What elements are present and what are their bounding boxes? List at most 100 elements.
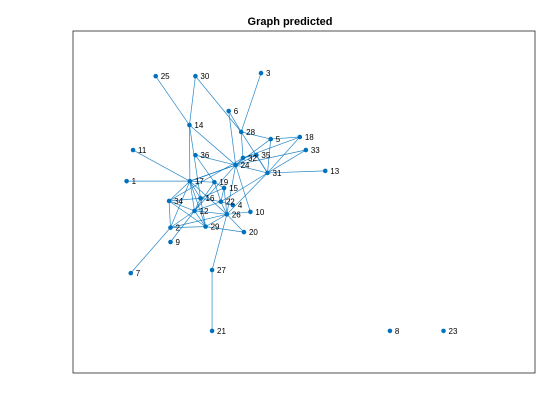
graph-edge <box>220 187 225 202</box>
graph-node <box>218 199 224 204</box>
graph-edge <box>195 154 215 183</box>
graph-edge <box>132 149 191 182</box>
graph-node <box>265 170 270 176</box>
node-label: 34 <box>174 197 183 206</box>
graph-edge <box>189 180 201 199</box>
graph-node <box>221 185 227 191</box>
graph-edge <box>242 136 300 159</box>
node-label: 24 <box>241 161 250 170</box>
node-label: 32 <box>248 154 257 163</box>
graph-edge <box>205 226 244 233</box>
figure-title: Graph predicted <box>248 16 333 28</box>
graph-node <box>387 328 393 334</box>
graph-node <box>268 136 274 142</box>
graph-edge <box>235 138 271 166</box>
graph-node <box>224 212 230 217</box>
graph-node <box>168 239 173 245</box>
labels-layer: 1234567891011121314151617181920212223242… <box>132 69 458 336</box>
graph-edge <box>170 213 227 228</box>
graph-edge <box>205 214 228 227</box>
graph-edge <box>228 110 236 166</box>
graph-edge <box>211 214 228 271</box>
graph-edge <box>235 164 251 213</box>
graph-edge <box>228 110 242 133</box>
graph-edge <box>189 124 201 199</box>
graph-edge <box>169 197 201 202</box>
node-label: 36 <box>200 151 209 160</box>
graph-edge <box>130 227 171 274</box>
graph-node <box>297 134 303 140</box>
graph-node <box>187 122 192 128</box>
graph-edge <box>241 131 271 140</box>
graph-edge <box>170 226 206 228</box>
graph-edge <box>189 76 196 126</box>
graph-node <box>203 224 208 229</box>
graph-edge <box>235 149 306 166</box>
graph-edge <box>194 201 221 212</box>
graph-edge <box>226 214 245 233</box>
graph-node <box>226 108 231 114</box>
graph-node <box>241 229 247 235</box>
graph-edge <box>195 75 242 133</box>
graph-edge <box>226 172 268 215</box>
node-label: 14 <box>194 121 203 130</box>
graph-edge <box>214 182 222 202</box>
edges-layer <box>126 72 326 331</box>
node-label: 30 <box>200 72 209 81</box>
node-label: 4 <box>238 201 243 210</box>
graph-edge <box>267 170 326 174</box>
node-label: 31 <box>273 169 282 178</box>
graph-edge <box>256 154 268 174</box>
axes-frame <box>72 30 536 374</box>
graph-node <box>168 225 173 230</box>
graph-node <box>303 147 309 153</box>
graph-edge <box>189 180 215 183</box>
node-label: 2 <box>175 224 180 233</box>
graph-edge <box>170 210 195 243</box>
node-label: 18 <box>305 133 314 142</box>
graph-edge <box>200 187 225 199</box>
graph-node <box>322 168 328 174</box>
graph-edge <box>189 164 236 182</box>
nodes-layer <box>124 70 446 334</box>
graph-node <box>238 129 244 135</box>
graph-edge <box>189 180 228 215</box>
node-label: 23 <box>449 327 458 336</box>
graph-edge <box>220 172 268 202</box>
node-label: 20 <box>249 228 258 237</box>
node-label: 27 <box>217 266 226 275</box>
node-label: 11 <box>138 146 147 155</box>
graph-edge <box>170 210 195 228</box>
node-label: 25 <box>161 72 170 81</box>
graph-edge <box>189 124 236 166</box>
node-label: 6 <box>234 107 239 116</box>
node-label: 15 <box>229 184 238 193</box>
graph-node <box>192 208 197 214</box>
graph-node <box>187 178 193 184</box>
node-label: 10 <box>255 208 264 217</box>
node-label: 22 <box>226 198 235 207</box>
graph-node <box>166 198 172 204</box>
graph-edge <box>240 72 262 133</box>
graph-node <box>258 70 264 76</box>
node-label: 26 <box>232 210 241 219</box>
node-label: 1 <box>132 177 137 186</box>
graph-edge <box>267 139 272 173</box>
node-label: 29 <box>211 223 220 232</box>
graph-edge <box>220 201 228 215</box>
node-label: 13 <box>330 167 339 176</box>
graph-node <box>153 73 158 79</box>
graph-edge <box>168 200 171 228</box>
node-label: 17 <box>195 177 204 186</box>
node-label: 5 <box>276 135 281 144</box>
graph-node <box>130 147 136 153</box>
graph-edge <box>155 75 190 126</box>
node-label: 16 <box>206 194 215 203</box>
graph-node <box>248 209 253 215</box>
graph-edge <box>267 149 307 174</box>
graph-node <box>230 202 236 208</box>
graph-node <box>240 155 246 161</box>
graph-node <box>124 178 129 184</box>
graph-edge <box>235 154 257 166</box>
